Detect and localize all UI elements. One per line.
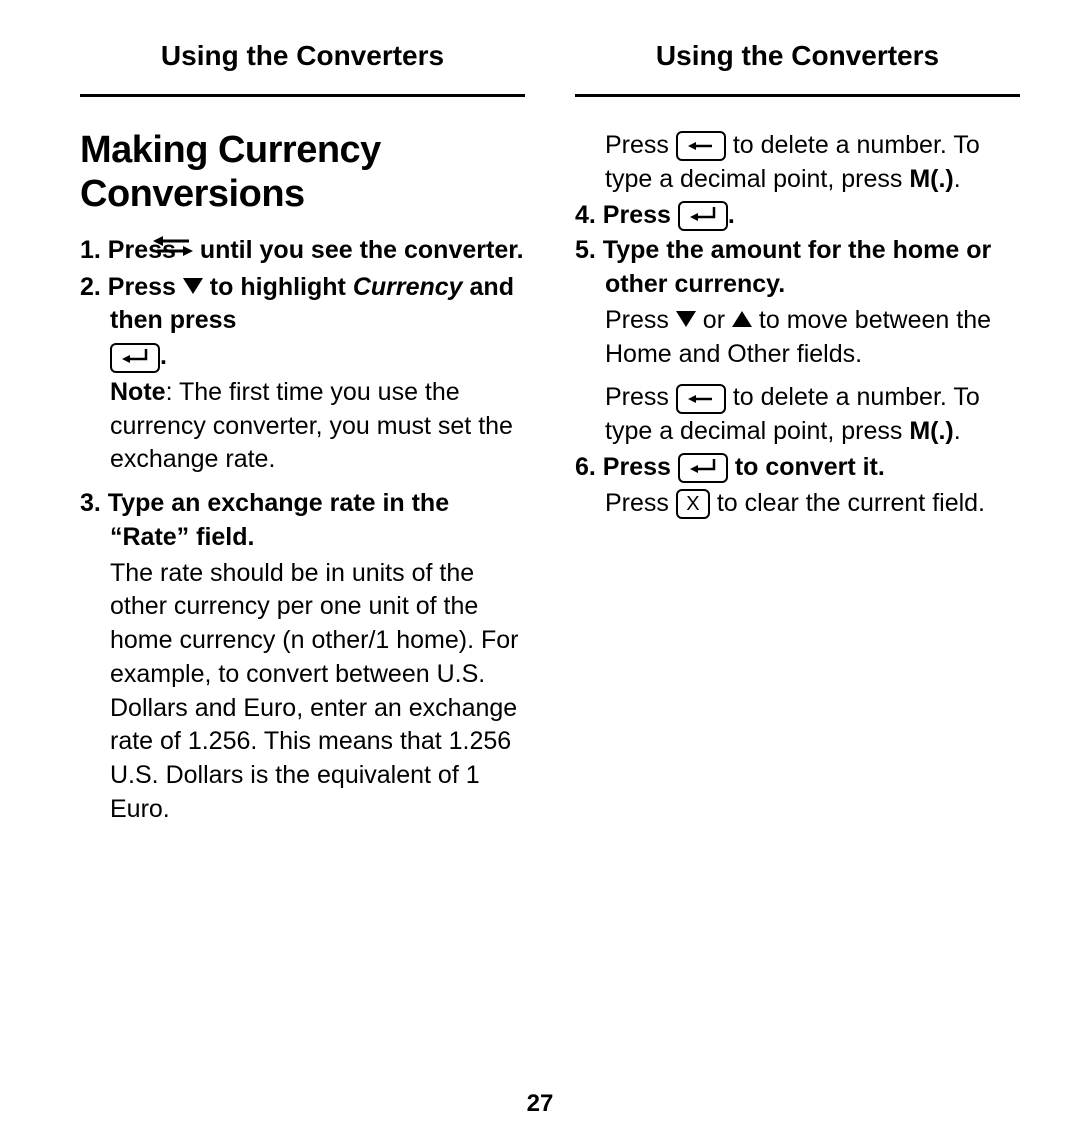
right-column: Using the Converters Press to delete a n… (575, 40, 1020, 1055)
step-2-currency: Currency (353, 273, 463, 301)
left-header: Using the Converters (80, 40, 525, 97)
enter-key-icon (110, 343, 160, 373)
note-label: Note (110, 378, 166, 406)
step-3-body: The rate should be in units of the other… (80, 557, 525, 827)
note-body: : The first time you use the currency co… (110, 378, 513, 474)
section-title: Making Currency Conversions (80, 129, 525, 216)
backspace-key-icon (676, 131, 726, 161)
page-number: 27 (0, 1090, 1080, 1118)
para-clear: Press X to clear the current field. (575, 487, 1020, 521)
step-2-a: 2. Press (80, 273, 183, 301)
x-key-icon: X (676, 489, 710, 519)
right-header: Using the Converters (575, 40, 1020, 97)
p4a: Press (605, 489, 676, 517)
step-2-b: to highlight (203, 273, 353, 301)
step6a: 6. Press (575, 453, 678, 481)
step-6: 6. Press to convert it. (575, 451, 1020, 485)
p2a: Press (605, 306, 676, 334)
step-4: 4. Press . (575, 199, 1020, 233)
up-icon (732, 311, 752, 327)
page-columns: Using the Converters Making Currency Con… (80, 40, 1020, 1055)
step4a: 4. Press (575, 201, 678, 229)
step-5: 5. Type the amount for the home or other… (575, 234, 1020, 302)
p4b: to clear the current field. (717, 489, 985, 517)
left-column: Using the Converters Making Currency Con… (80, 40, 525, 1055)
step-2: 2. Press to highlight Currency and then … (80, 271, 525, 339)
down-icon (676, 311, 696, 327)
step-1: 1. Press until you see the converter. (80, 234, 525, 268)
backspace-key-icon (676, 384, 726, 414)
para-move: Press or to move between the Home and Ot… (575, 304, 1020, 372)
enter-key-icon (678, 453, 728, 483)
step-1-post: until you see the converter. (200, 236, 524, 264)
p3a: Press (605, 383, 676, 411)
note: Note: The first time you use the currenc… (80, 376, 525, 477)
step4b: . (728, 201, 735, 229)
p1d: . (954, 165, 961, 193)
para-delete-2: Press to delete a number. To type a deci… (575, 381, 1020, 449)
p1a: Press (605, 131, 676, 159)
swap-icon (183, 233, 193, 267)
p2b: or (696, 306, 732, 334)
p3c: M(.) (909, 417, 953, 445)
down-icon (183, 278, 203, 294)
enter-key-icon (678, 201, 728, 231)
p1c: M(.) (909, 165, 953, 193)
step6b: to convert it. (735, 453, 885, 481)
step-2-line2: . (80, 340, 525, 374)
para-delete-1: Press to delete a number. To type a deci… (575, 129, 1020, 197)
step-2-period: . (160, 342, 167, 370)
step-3: 3. Type an exchange rate in the “Rate” f… (80, 487, 525, 555)
p3d: . (954, 417, 961, 445)
